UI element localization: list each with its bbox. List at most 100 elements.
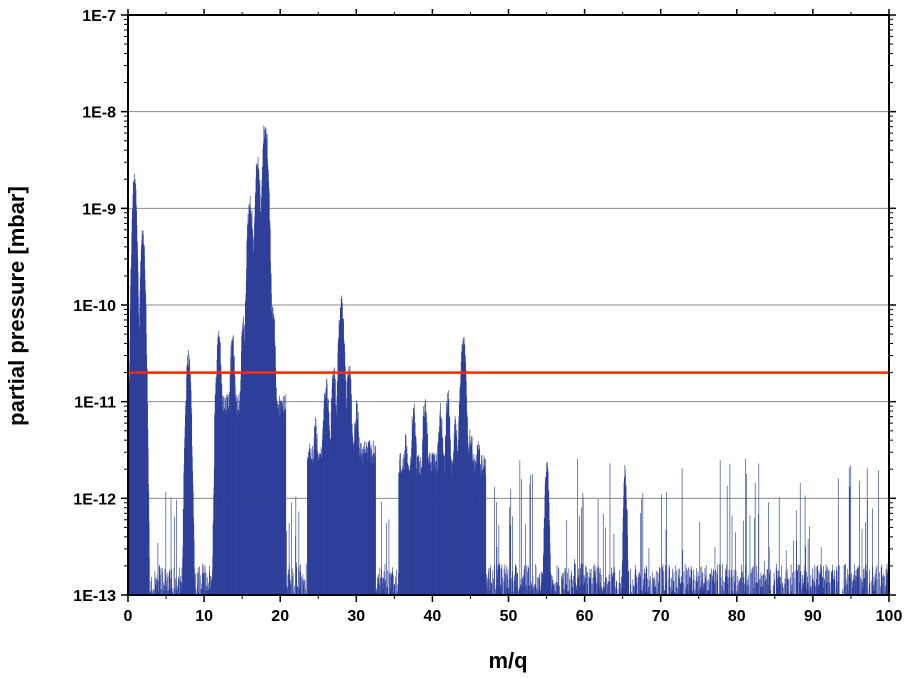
spectrum-bar <box>695 580 697 595</box>
spectrum-bar <box>383 571 385 595</box>
spectrum-bar <box>563 572 564 595</box>
spectrum-bar <box>165 491 167 595</box>
spectrum-bar <box>697 581 698 595</box>
spectrum-bar <box>538 577 539 595</box>
spectrum-bar <box>705 564 707 595</box>
spectrum-bar <box>204 566 206 595</box>
spectrum-bar <box>787 578 789 595</box>
spectrum-bar <box>838 565 839 595</box>
spectrum-bar <box>681 468 683 595</box>
x-tick-label: 70 <box>652 608 670 625</box>
spectrum-bar <box>799 482 801 595</box>
spectrum-bar <box>518 590 519 595</box>
spectrum-bar <box>580 568 581 595</box>
spectrum-bar <box>768 546 770 595</box>
spectrum-bar <box>739 580 740 595</box>
spectrum-bar <box>197 586 198 595</box>
spectrum-bar <box>670 578 672 595</box>
spectrum-bar <box>836 566 838 595</box>
spectrum-bar <box>160 590 161 595</box>
y-tick-label: 1E-11 <box>74 395 116 412</box>
spectrum-bar <box>571 587 573 595</box>
spectrum-bar <box>859 480 860 595</box>
spectrum-bar <box>692 579 694 595</box>
spectrum-bar <box>628 571 630 595</box>
spectrum-bar <box>588 577 590 595</box>
spectrum-bar <box>290 583 292 595</box>
y-tick-label: 1E-13 <box>73 588 116 605</box>
spectrum-bar <box>152 592 153 595</box>
spectrum-bar <box>687 589 689 595</box>
spectrum-bar <box>609 581 611 595</box>
spectrum-bar <box>516 572 518 595</box>
spectrum-bar <box>633 586 635 595</box>
spectrum-bar <box>502 577 503 595</box>
spectrum-bar <box>882 577 884 595</box>
x-tick-label: 100 <box>876 608 903 625</box>
spectrum-bar <box>386 522 387 595</box>
spectrum-bar <box>779 576 781 595</box>
spectrum-bar <box>746 474 747 595</box>
spectrum-bar <box>559 585 561 595</box>
spectrum-bar <box>755 582 756 595</box>
spectrum-bar <box>291 502 292 595</box>
spectrum-bar <box>734 581 736 595</box>
spectrum-bar <box>666 491 667 595</box>
spectrum-bar <box>832 575 834 595</box>
spectrum-bar <box>487 577 489 595</box>
spectrum-bar <box>807 539 809 595</box>
spectrum-bar <box>615 588 616 595</box>
spectrum-bar <box>691 570 693 595</box>
spectrum-bar <box>595 566 597 595</box>
spectrum-bar <box>160 568 162 595</box>
spectrum-bar <box>732 590 733 595</box>
spectrum-bar <box>765 581 767 595</box>
spectrum-bar <box>729 576 731 595</box>
spectrum-bar <box>763 561 765 595</box>
spectrum-bar <box>619 591 621 595</box>
spectrum-bar <box>540 571 542 595</box>
spectrum-bar <box>674 592 676 595</box>
spectrum-bar <box>537 577 538 595</box>
spectrum-bar <box>174 516 175 595</box>
spectrum-bar <box>848 467 850 595</box>
spectrum-bar <box>162 572 163 595</box>
spectrum-bar <box>616 580 617 595</box>
spectrum-bar <box>873 581 875 595</box>
spectrum-bar <box>504 564 506 595</box>
spectrum-bar <box>792 572 793 595</box>
spectrum-bar <box>647 586 649 595</box>
spectrum-bar <box>584 582 586 595</box>
spectrum-bar <box>791 584 793 595</box>
spectrum-bar <box>603 586 604 595</box>
spectrum-bar <box>164 569 166 595</box>
spectrum-bar <box>496 502 497 595</box>
spectrum-bar <box>735 570 737 595</box>
y-tick-label: 1E-12 <box>73 491 116 508</box>
spectrum-bar <box>721 585 723 595</box>
spectrum-bar <box>168 571 170 595</box>
spectrum-bar <box>167 577 168 595</box>
spectrum-bar <box>169 578 171 595</box>
spectrum-bar <box>783 587 784 595</box>
spectrum-bar <box>693 575 695 595</box>
spectrum-bar <box>209 575 211 595</box>
spectrum-bar <box>800 579 802 595</box>
spectrum-bar <box>885 585 886 595</box>
spectrum-bar <box>497 576 498 595</box>
spectrum-bar <box>649 580 650 595</box>
spectrum-bar <box>494 486 495 595</box>
spectrum-bar <box>163 590 165 595</box>
spectrum-bar <box>780 584 782 595</box>
spectrum-bar <box>563 588 565 595</box>
spectrum-bar <box>376 591 377 595</box>
spectrum-bar <box>663 571 665 595</box>
x-tick-label: 90 <box>804 608 822 625</box>
spectrum-bar <box>737 575 739 595</box>
spectrum-bar <box>712 575 713 595</box>
spectrum-bar <box>815 566 817 595</box>
spectrum-bar <box>757 582 759 595</box>
spectrum-bar <box>646 568 648 595</box>
spectrum-bar <box>206 577 208 595</box>
spectrum-bar <box>507 569 509 595</box>
